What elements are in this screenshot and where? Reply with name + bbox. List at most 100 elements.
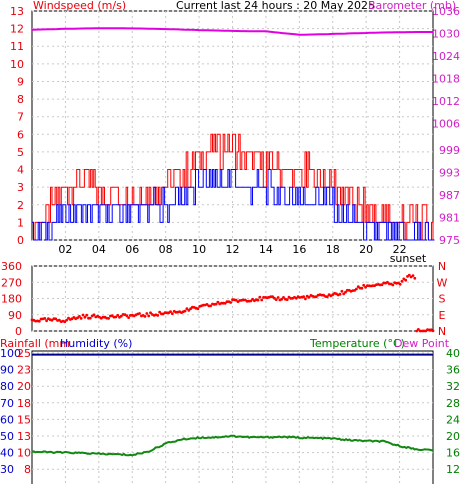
x-tick-label: 08 <box>159 243 173 256</box>
compass-label: W <box>437 276 448 289</box>
average-wind-series-line <box>32 169 435 241</box>
dewpoint-header: Dew Point <box>394 337 450 350</box>
direction-point <box>411 274 415 277</box>
direction-point <box>304 297 307 301</box>
x-tick-label: 18 <box>326 243 340 256</box>
y-tick-label-barometer: 999 <box>439 144 460 157</box>
direction-point <box>116 313 120 317</box>
direction-point <box>280 297 284 301</box>
temperature-series-line <box>31 434 434 457</box>
direction-point <box>302 295 305 299</box>
y-tick-label-direction: 270 <box>1 276 22 289</box>
direction-point <box>185 307 189 310</box>
y-tick-label-rain: 13 <box>17 430 31 443</box>
barometer-header: Barometer (mb) <box>368 0 456 12</box>
direction-point <box>54 317 58 321</box>
x-tick-label: 02 <box>58 243 72 256</box>
y-tick-label-wind: 10 <box>10 58 24 71</box>
direction-point <box>65 318 68 322</box>
sunset-label: sunset <box>390 252 427 265</box>
y-tick-label-wind: 9 <box>17 75 24 88</box>
y-tick-label-direction: 360 <box>1 260 22 273</box>
y-tick-label-barometer: 981 <box>439 211 460 224</box>
direction-point <box>282 296 285 299</box>
y-tick-label-wind: 11 <box>10 40 24 53</box>
direction-point <box>338 292 342 296</box>
direction-point <box>325 295 329 299</box>
direction-point <box>147 314 151 318</box>
direction-point <box>400 279 404 283</box>
direction-point <box>355 287 358 291</box>
direction-point <box>45 319 48 323</box>
direction-point <box>209 304 213 308</box>
direction-point <box>229 301 233 304</box>
y-tick-label-barometer: 1024 <box>432 50 460 63</box>
y-tick-label-direction: 0 <box>15 325 22 338</box>
y-tick-label-barometer: 993 <box>439 166 460 179</box>
y-tick-label-barometer: 1012 <box>432 95 460 108</box>
y-tick-label-direction: 180 <box>1 293 22 306</box>
y-tick-label-wind: 7 <box>17 111 24 124</box>
temp-humidity-panel: Rainfall (mm Humidity (%) Temperature (°… <box>0 337 460 484</box>
y-tick-label-barometer: 1006 <box>432 118 460 131</box>
x-tick-label: 22 <box>393 243 407 256</box>
x-tick-label: 16 <box>292 243 306 256</box>
y-tick-label-rain: 10 <box>17 447 31 460</box>
y-tick-label-barometer: 987 <box>439 189 460 202</box>
direction-point <box>260 298 264 302</box>
direction-point <box>127 316 130 319</box>
direction-point <box>114 315 118 319</box>
direction-point <box>417 328 420 331</box>
direction-point <box>145 312 149 315</box>
y-tick-label-humidity: 70 <box>0 397 14 410</box>
y-tick-label-wind: 5 <box>17 146 24 159</box>
wind-barometer-panel: 0123456789101112139759819879939991006101… <box>10 5 460 265</box>
y-tick-label-wind: 1 <box>17 216 24 229</box>
compass-label: N <box>438 325 446 338</box>
compass-label: S <box>439 293 446 306</box>
y-tick-label-humidity: 80 <box>0 380 14 393</box>
y-tick-label-barometer: 1036 <box>432 5 460 18</box>
direction-point <box>156 314 160 317</box>
direction-point <box>50 318 54 322</box>
direction-point <box>107 317 110 320</box>
direction-point <box>314 295 318 299</box>
direction-point <box>183 309 187 313</box>
y-tick-label-wind: 12 <box>10 23 24 36</box>
y-tick-label-wind: 13 <box>10 5 24 18</box>
direction-point <box>362 283 366 287</box>
direction-point <box>169 310 172 313</box>
direction-point <box>196 307 200 311</box>
windspeed-header: Windspeed (m/s) <box>33 0 126 12</box>
y-tick-label-rain: 23 <box>17 364 31 377</box>
direction-point <box>119 314 123 318</box>
y-tick-label-humidity: 30 <box>0 463 14 476</box>
direction-point <box>285 298 289 301</box>
direction-point <box>398 282 402 286</box>
direction-point <box>214 302 218 306</box>
y-tick-label-rain: 20 <box>17 380 31 393</box>
y-tick-label-humidity: 100 <box>0 347 21 360</box>
direction-point <box>415 329 418 333</box>
direction-point <box>143 315 147 318</box>
x-tick-label: 06 <box>125 243 139 256</box>
y-tick-label-wind: 6 <box>17 128 24 141</box>
direction-point <box>249 299 253 303</box>
compass-label: N <box>438 260 446 273</box>
direction-point <box>342 292 346 296</box>
direction-point <box>258 295 262 299</box>
direction-point <box>360 286 364 290</box>
direction-point <box>380 283 384 287</box>
direction-point <box>43 317 47 320</box>
x-tick-label: 14 <box>259 243 273 256</box>
y-tick-label-temperature: 16 <box>446 447 460 460</box>
y-tick-label-rain: 18 <box>17 397 31 410</box>
y-tick-label-temperature: 36 <box>446 364 460 377</box>
barometer-series-line <box>31 27 433 36</box>
direction-point <box>407 273 411 277</box>
y-tick-label-temperature: 40 <box>446 347 460 360</box>
y-tick-label-wind: 0 <box>17 234 24 247</box>
direction-point <box>125 314 129 318</box>
y-tick-label-humidity: 40 <box>0 447 14 460</box>
direction-point <box>88 316 92 320</box>
